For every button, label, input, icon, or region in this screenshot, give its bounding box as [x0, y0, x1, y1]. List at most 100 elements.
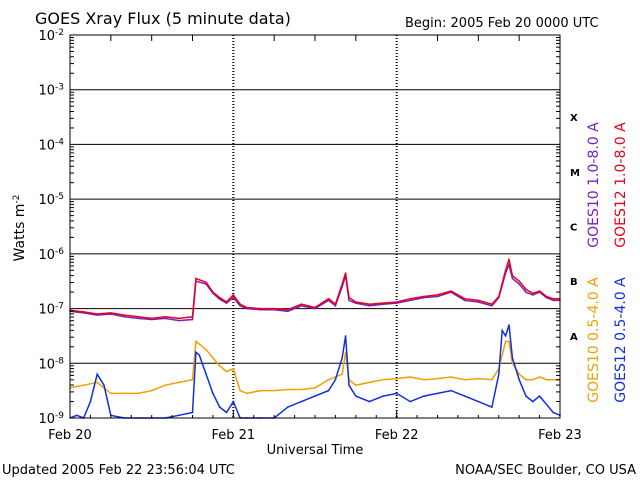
series-point	[538, 395, 541, 397]
tick-label-y: 10-2	[38, 28, 64, 44]
series-point	[382, 302, 384, 304]
series-point	[436, 377, 439, 380]
series-point	[232, 294, 235, 296]
series-point	[96, 373, 98, 376]
x-axis-label: Universal Time	[267, 443, 364, 458]
series-point	[552, 411, 554, 414]
series-point	[423, 295, 425, 298]
series-point	[178, 381, 180, 384]
series-point	[96, 313, 98, 315]
series-point	[191, 318, 194, 321]
series-point	[511, 362, 514, 365]
series-point	[355, 301, 357, 303]
series-point	[511, 357, 514, 359]
series-point	[508, 258, 510, 261]
series-point	[491, 305, 493, 307]
series-point	[436, 392, 439, 395]
y-axis-label-base: Watts m	[12, 204, 28, 262]
series-point	[123, 392, 126, 395]
series-point	[287, 310, 289, 313]
flare-class-label: A	[570, 332, 578, 343]
series-point	[355, 384, 357, 387]
series-point	[232, 296, 235, 299]
series-point	[477, 400, 480, 403]
series-point	[477, 299, 480, 302]
series-point	[327, 389, 330, 392]
series-point	[150, 389, 153, 392]
series-point	[232, 400, 235, 403]
series-point	[259, 389, 262, 392]
tick-label-y-exponent: -2	[55, 28, 64, 38]
series-point	[327, 378, 330, 381]
tick-label-y-base: 10	[38, 193, 55, 208]
series-point	[300, 305, 303, 307]
series-point	[314, 395, 316, 397]
series-point	[382, 378, 384, 381]
series-point	[504, 340, 507, 343]
series-point	[205, 373, 207, 376]
series-point	[409, 297, 412, 300]
series-point	[368, 303, 371, 306]
series-point	[164, 317, 167, 320]
plot-series	[69, 258, 561, 419]
series-point	[525, 378, 527, 381]
series-point	[463, 299, 466, 302]
flare-class-label: C	[570, 223, 577, 234]
series-point	[341, 357, 344, 359]
series-point	[76, 414, 78, 417]
series-point	[518, 378, 520, 381]
series-point	[239, 305, 241, 307]
series-point	[409, 299, 412, 302]
tick-label-y: 10-7	[38, 302, 64, 318]
series-point	[314, 307, 316, 310]
series-point	[164, 316, 167, 318]
series-point	[344, 272, 347, 274]
series-point	[137, 392, 139, 395]
series-point	[532, 292, 534, 295]
series-point	[368, 305, 371, 307]
series-point	[96, 381, 98, 384]
series-point	[552, 378, 554, 381]
series-point	[225, 411, 228, 414]
begin-date: Begin: 2005 Feb 20 0000 UTC	[405, 16, 599, 31]
series-point	[395, 392, 398, 395]
series-point	[491, 303, 493, 306]
series-point	[300, 388, 303, 391]
series-point	[382, 395, 384, 397]
tick-label-y-base: 10	[38, 84, 55, 99]
series-point	[273, 307, 276, 310]
series-point	[195, 351, 197, 354]
series-point	[423, 395, 425, 397]
series-point	[348, 384, 350, 387]
plot-frame	[69, 34, 561, 419]
series-point	[334, 305, 337, 307]
series-point	[178, 414, 180, 417]
series-point	[545, 378, 548, 381]
series-point	[463, 297, 466, 300]
flare-class-label: B	[570, 277, 578, 288]
series-point	[82, 384, 85, 387]
series-point	[450, 389, 452, 392]
series-line	[69, 339, 560, 395]
series-point	[334, 303, 337, 306]
flare-class-label: M	[570, 168, 580, 179]
series-point	[538, 290, 541, 292]
series-point	[511, 274, 514, 277]
series-point	[355, 395, 357, 397]
flare-class-labels: X M C B A	[570, 113, 580, 343]
series-point	[348, 296, 350, 299]
series-line	[69, 262, 560, 322]
series-point	[123, 316, 126, 318]
series-point	[334, 378, 337, 381]
series-point	[239, 303, 241, 306]
series-point	[212, 392, 214, 395]
series-point	[103, 384, 105, 387]
tick-label-y: 10-9	[38, 411, 64, 427]
series-point	[341, 283, 344, 285]
legend-entry: GOES12 0.5-4.0 A	[613, 277, 629, 403]
footer-updated: Updated 2005 Feb 22 23:56:04 UTC	[2, 463, 235, 478]
series-point	[450, 290, 452, 292]
tick-label-y-base: 10	[38, 357, 55, 372]
plot-grid	[70, 35, 560, 418]
series-point	[212, 357, 214, 359]
